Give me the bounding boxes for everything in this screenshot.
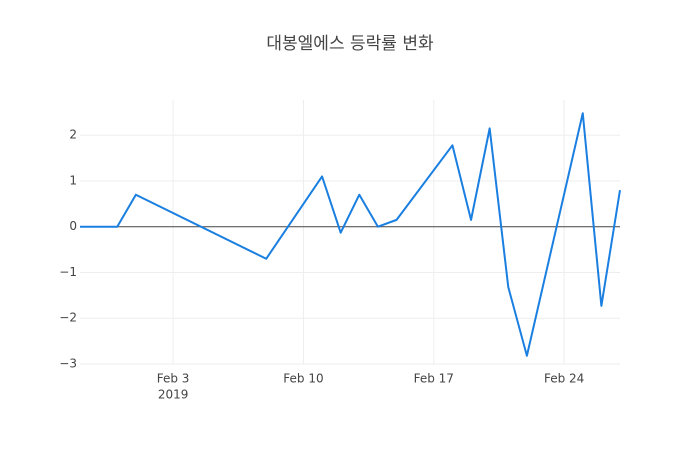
y-tick-label: −1 — [59, 265, 77, 279]
x-tick-label: Feb 24 — [544, 372, 584, 386]
line — [80, 112, 621, 357]
x-tick-label: Feb 3 — [157, 372, 190, 386]
chart-title: 대봉엘에스 등락률 변화 — [266, 34, 434, 54]
x-tick-label: Feb 10 — [283, 372, 323, 386]
x-tick-label: Feb 17 — [414, 372, 454, 386]
x-year-label: 2019 — [158, 388, 189, 402]
y-tick-label: 1 — [69, 173, 77, 187]
y-tick-label: −3 — [59, 357, 77, 371]
y-tick-label: −2 — [59, 311, 77, 325]
y-tick-label: 0 — [69, 219, 77, 233]
y-tick-label: 2 — [69, 128, 77, 142]
